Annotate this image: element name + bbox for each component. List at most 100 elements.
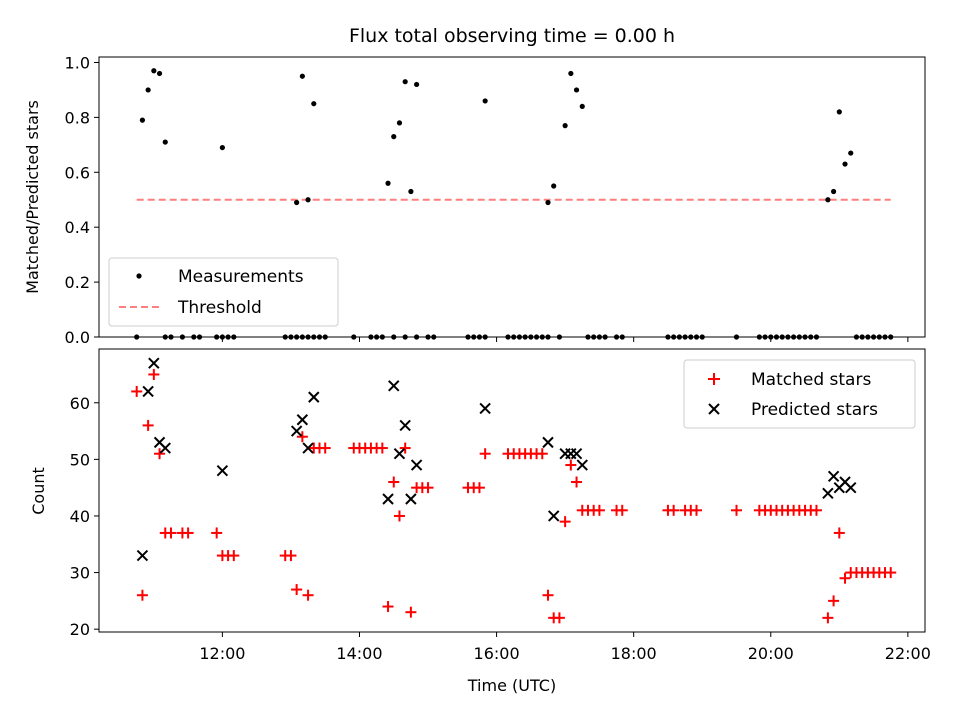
predicted-stars-point [382, 493, 394, 505]
measurement-point [145, 87, 151, 93]
measurement-point [396, 120, 403, 126]
matched-stars-point [302, 589, 314, 601]
predicted-stars-point [302, 442, 314, 454]
measurement-point [151, 68, 157, 74]
matched-stars-point [553, 612, 565, 624]
measurement-point [391, 134, 397, 140]
matched-stars-point [165, 527, 177, 539]
count-y-tick-label: 20 [70, 620, 90, 639]
legend-threshold-label: Threshold [177, 298, 262, 318]
measurement-point [825, 197, 831, 203]
predicted-stars-point [542, 436, 554, 449]
count-y-tick-label: 60 [70, 394, 90, 413]
ratio-y-tick-label: 0.0 [65, 328, 90, 347]
matched-stars-point [376, 442, 388, 454]
matched-stars-point [154, 448, 166, 460]
measurement-point [311, 101, 317, 107]
legend-measurements-marker [136, 273, 142, 279]
predicted-stars-point [136, 549, 149, 562]
matched-stars-point [833, 527, 845, 539]
matched-stars-point [885, 567, 897, 579]
matched-stars-point [319, 442, 331, 454]
measurement-point [156, 70, 163, 77]
matched-stars-point [228, 550, 240, 562]
ratio-y-tick-label: 1.0 [65, 53, 90, 72]
measurement-point [414, 81, 420, 88]
matched-stars-point [828, 595, 840, 607]
count-ticks: 20 30 40 50 60 12:00 14:00 16:00 18:00 20:00 22:00 [70, 394, 931, 663]
count-y-axis-label: Count [29, 467, 48, 515]
matched-stars-point [399, 442, 411, 454]
predicted-stars-point [399, 419, 411, 432]
ratio-axes-frame [98, 56, 926, 338]
legend-predicted-label: Predicted stars [751, 400, 878, 420]
predicted-stars-point [388, 380, 400, 392]
matched-stars-point [393, 510, 405, 522]
count-y-tick-label: 40 [70, 507, 90, 526]
ratio-legend: Measurements Threshold [108, 257, 339, 327]
predicted-stars-point [479, 402, 491, 415]
count-y-tick-label: 30 [70, 564, 90, 583]
x-tick-label: 22:00 [885, 644, 931, 663]
x-axis-label: Time (UTC) [467, 676, 556, 695]
matched-stars-point [142, 419, 154, 431]
matched-stars-point [730, 504, 742, 516]
count-legend: Matched stars Predicted stars [683, 359, 916, 429]
matched-stars-point [291, 584, 303, 596]
count-legend-box [683, 359, 916, 429]
measurement-point [551, 183, 557, 189]
measurement-point [299, 73, 305, 79]
ratio-y-tick-label: 0.8 [65, 108, 90, 127]
matched-stars-point [148, 368, 160, 380]
measurement-point [579, 103, 585, 110]
matched-stars-point [382, 601, 394, 613]
predicted-stars-point [822, 487, 834, 500]
ratio-legend-box [108, 257, 339, 327]
matched-stars-point [616, 504, 628, 516]
predicted-stars-point [410, 459, 423, 471]
ratio-y-tick-label: 0.4 [65, 218, 90, 237]
measurement-point [842, 161, 848, 167]
matched-stars-point [822, 612, 834, 624]
x-tick-label: 16:00 [474, 644, 520, 663]
count-panel: 20 30 40 50 60 12:00 14:00 16:00 18:00 20:00 22:00… [29, 348, 931, 695]
measurement-point [831, 188, 837, 195]
measurement-point [848, 150, 854, 156]
matched-stars-point [839, 572, 851, 584]
matched-stars-point [296, 431, 308, 443]
measurement-point [139, 117, 146, 123]
matched-stars-point [422, 482, 434, 494]
matched-stars-point [810, 504, 822, 516]
predicted-stars-point [290, 425, 303, 437]
matched-stars-point [182, 527, 194, 539]
predicted-stars-point [296, 414, 309, 426]
predicted-stars-point [547, 510, 560, 522]
measurement-point [568, 70, 574, 77]
matched-stars-point [691, 504, 703, 516]
predicted-stars-point [216, 464, 229, 477]
count-axes-frame [98, 348, 926, 633]
count-y-tick-label: 50 [70, 450, 90, 469]
measurement-point [162, 139, 168, 145]
legend-predicted-marker [708, 403, 720, 415]
matched-stars-point [542, 589, 554, 601]
matched-stars-point [593, 504, 605, 516]
measurement-point [836, 109, 842, 115]
matched-stars-point [473, 482, 485, 494]
matched-stars-point [405, 606, 417, 618]
matched-stars-point [536, 448, 548, 460]
matched-stars-point [565, 459, 577, 471]
measurement-point [408, 188, 414, 195]
x-tick-label: 12:00 [199, 644, 245, 663]
measurement-point [545, 199, 551, 206]
legend-matched-marker [708, 373, 720, 385]
legend-measurements-label: Measurements [178, 267, 304, 287]
predicted-stars-point [308, 391, 320, 403]
measurement-point [294, 199, 300, 206]
matched-stars-point [136, 589, 148, 601]
ratio-y-tick-label: 0.6 [65, 163, 90, 182]
matched-stars-point [131, 385, 143, 397]
measurement-point [402, 79, 408, 85]
predicted-stars-point [827, 470, 840, 483]
